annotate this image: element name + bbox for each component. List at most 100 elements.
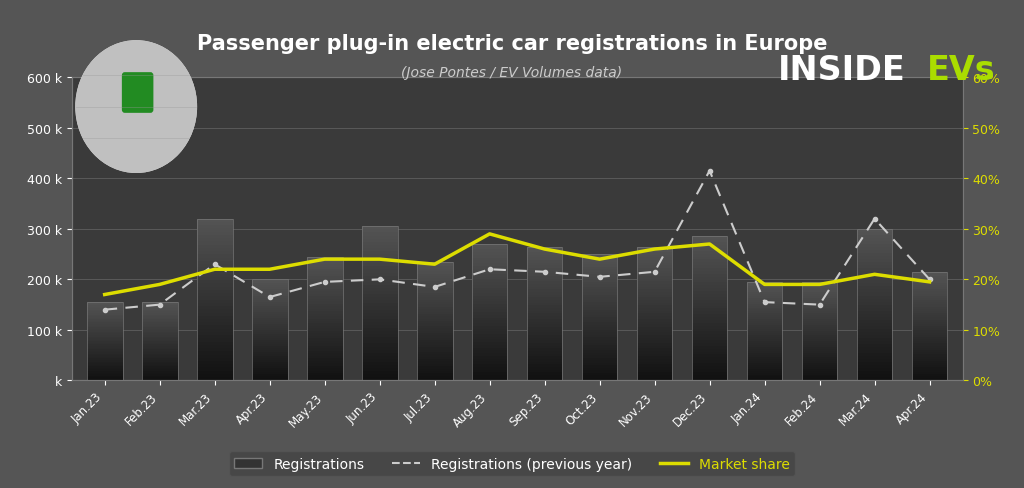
Bar [582,355,617,358]
Bar [746,296,782,298]
Bar [911,320,947,322]
Bar [692,364,727,366]
Bar [746,349,782,351]
Bar [361,285,397,288]
Bar [582,260,617,262]
Bar [417,362,453,364]
Bar [472,362,508,365]
Bar [857,317,893,320]
Bar [746,375,782,377]
Bar [911,335,947,337]
Bar [307,274,342,277]
Bar [141,304,177,305]
Bar [417,300,453,303]
Bar [746,339,782,341]
Bar [746,347,782,349]
Bar [857,275,893,278]
Bar [417,343,453,345]
Bar [582,267,617,270]
Bar [526,330,562,332]
Bar [911,289,947,292]
Bar [857,257,893,260]
Bar [746,310,782,312]
Bar [637,343,673,346]
Bar [692,240,727,243]
Bar [417,305,453,307]
Bar [746,304,782,306]
Bar [197,303,232,306]
Bar [637,268,673,271]
Bar [252,338,288,340]
Bar [746,341,782,343]
Bar [526,285,562,287]
Bar [141,366,177,368]
Bar [637,365,673,367]
Bar [526,335,562,338]
Bar [472,261,508,264]
Bar [472,375,508,378]
Bar [637,274,673,276]
Bar [637,282,673,285]
Bar [802,335,838,337]
Bar [87,349,123,351]
Bar [417,350,453,352]
Bar [472,293,508,296]
Bar [197,335,232,339]
Bar [802,310,838,312]
Bar [692,320,727,323]
Bar [417,303,453,305]
Bar [252,292,288,294]
Bar [911,313,947,316]
Bar [307,321,342,324]
Bar [307,331,342,334]
Bar [692,332,727,335]
Bar [637,290,673,292]
Bar [141,373,177,374]
Bar [802,300,838,302]
Bar [417,276,453,279]
Bar [857,308,893,311]
Bar [87,329,123,330]
Bar [692,283,727,286]
Bar [307,267,342,269]
Bar [87,307,123,309]
Bar [361,371,397,374]
Bar [141,325,177,326]
Bar [472,353,508,356]
Bar [692,251,727,254]
Bar [637,341,673,343]
Legend: Registrations, Registrations (previous year), Market share: Registrations, Registrations (previous y… [228,451,796,476]
Bar [252,354,288,356]
Bar [252,310,288,312]
Bar [197,329,232,332]
Bar [472,318,508,321]
Bar [802,327,838,329]
Bar [746,335,782,337]
Bar [197,268,232,271]
Bar [802,365,838,367]
Bar [637,258,673,261]
Bar [911,272,947,274]
Bar [87,378,123,379]
Bar [802,341,838,343]
Bar [197,287,232,290]
Bar [526,322,562,325]
Bar [197,245,232,248]
Bar [582,363,617,366]
Bar [582,333,617,335]
Bar [417,355,453,357]
Bar [637,247,673,381]
Bar [197,235,232,239]
Bar [252,348,288,350]
Bar [802,285,838,286]
Bar [141,343,177,345]
Bar [361,310,397,313]
Bar [361,291,397,295]
Bar [857,378,893,381]
Bar [746,320,782,322]
Bar [307,297,342,299]
Bar [692,260,727,263]
Circle shape [76,42,197,173]
FancyBboxPatch shape [122,73,154,114]
Bar [911,285,947,287]
